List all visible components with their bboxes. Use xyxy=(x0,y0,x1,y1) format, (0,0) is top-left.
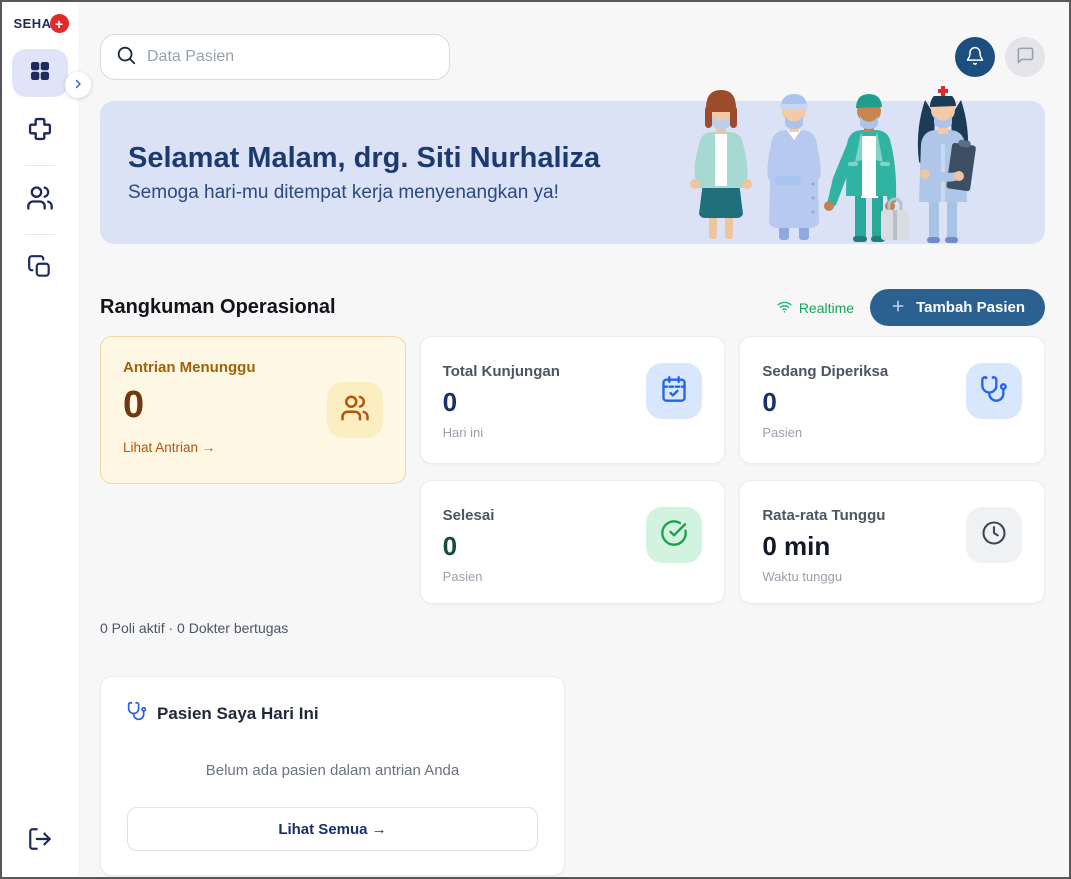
sidebar-item-clinic[interactable] xyxy=(20,111,60,151)
sidebar-item-dashboard[interactable] xyxy=(12,49,68,97)
card-title: Rata-rata Tunggu xyxy=(762,507,886,524)
greeting-subtitle: Semoga hari-mu ditempat kerja menyenangk… xyxy=(128,181,559,203)
card-title: Selesai xyxy=(442,507,495,524)
medical-cross-icon xyxy=(26,115,54,148)
brand-logo: SEHA + xyxy=(13,14,69,33)
wait-icon-tile xyxy=(966,507,1023,563)
clock-icon xyxy=(980,519,1008,552)
card-title: Antrian Menunggu xyxy=(123,359,256,376)
search-input[interactable] xyxy=(147,48,435,66)
done-icon-tile xyxy=(646,507,703,563)
my-patients-card: Pasien Saya Hari Ini Belum ada pasien da… xyxy=(100,676,565,876)
topbar xyxy=(100,34,1045,80)
card-caption: Hari ini xyxy=(442,425,484,440)
realtime-label: Realtime xyxy=(798,299,855,316)
notifications-button[interactable] xyxy=(955,37,995,77)
queue-icon-tile xyxy=(326,382,383,438)
section-header: Rangkuman Operasional Realtime xyxy=(100,289,1045,326)
empty-state-message: Belum ada pasien dalam antrian Anda xyxy=(205,762,460,779)
topbar-actions xyxy=(955,37,1045,77)
plus-icon xyxy=(890,298,906,318)
card-title: Total Kunjungan xyxy=(442,363,560,380)
sidebar-expand-button[interactable] xyxy=(65,72,91,98)
card-total-kunjungan: Total Kunjungan 0 Hari ini xyxy=(419,336,726,464)
users-icon xyxy=(26,184,54,217)
stats-grid: Antrian Menunggu 0 Lihat Antrian → xyxy=(100,336,1046,604)
exam-icon-tile xyxy=(966,363,1023,419)
card-value: 0 xyxy=(442,387,458,417)
card-value: 0 xyxy=(123,384,145,426)
stethoscope-icon xyxy=(980,375,1008,408)
sidebar-divider xyxy=(25,165,55,166)
card-value: 0 xyxy=(762,387,777,417)
main-content: Selamat Malam, drg. Siti Nurhaliza Semog… xyxy=(78,2,1069,877)
card-caption: Pasien xyxy=(442,569,483,584)
card-value: 0 min xyxy=(762,531,831,561)
search-bar xyxy=(100,34,450,80)
visits-icon-tile xyxy=(646,363,703,419)
people-icon xyxy=(340,393,370,428)
section-title: Rangkuman Operasional xyxy=(100,296,336,318)
lihat-antrian-link[interactable]: Lihat Antrian → xyxy=(123,440,216,455)
check-circle-icon xyxy=(660,519,688,552)
calendar-check-icon xyxy=(660,375,688,408)
chat-icon xyxy=(1016,46,1035,68)
card-selesai: Selesai 0 Pasien xyxy=(419,480,726,604)
sidebar-item-records[interactable] xyxy=(20,249,60,289)
logout-icon xyxy=(27,826,53,857)
card-antrian-menunggu: Antrian Menunggu 0 Lihat Antrian → xyxy=(100,336,406,484)
stethoscope-icon xyxy=(127,701,147,726)
view-all-button[interactable]: Lihat Semua → xyxy=(127,807,538,851)
chat-button[interactable] xyxy=(1005,37,1045,77)
sidebar: SEHA + xyxy=(2,2,91,877)
add-patient-button[interactable]: Tambah Pasien xyxy=(870,289,1045,326)
card-value: 0 xyxy=(442,531,458,561)
view-all-label: Lihat Semua → xyxy=(278,820,387,838)
bell-icon xyxy=(965,46,985,69)
card-sedang-diperiksa: Sedang Diperiksa 0 Pasien xyxy=(739,336,1046,464)
realtime-indicator: Realtime xyxy=(776,298,854,318)
greeting-title: Selamat Malam, drg. Siti Nurhaliza xyxy=(128,141,601,174)
medical-plus-icon: + xyxy=(49,14,69,33)
grid-icon xyxy=(28,59,52,88)
copy-icon xyxy=(27,254,53,285)
card-rata-rata-tunggu: Rata-rata Tunggu 0 min Waktu tunggu xyxy=(739,480,1046,604)
my-patients-title: Pasien Saya Hari Ini xyxy=(157,703,319,723)
wifi-icon xyxy=(776,298,793,318)
card-caption: Waktu tunggu xyxy=(762,569,843,584)
brand-name: SEHA xyxy=(13,16,52,31)
logout-button[interactable] xyxy=(20,821,60,861)
add-patient-label: Tambah Pasien xyxy=(916,299,1025,316)
card-title: Sedang Diperiksa xyxy=(762,363,889,380)
clinic-status-line: 0 Poli aktif · 0 Dokter bertugas xyxy=(100,620,289,636)
sidebar-divider xyxy=(25,234,55,235)
chevron-right-icon xyxy=(72,78,84,93)
greeting-banner: Selamat Malam, drg. Siti Nurhaliza Semog… xyxy=(100,84,1045,244)
sidebar-item-patients[interactable] xyxy=(20,180,60,220)
search-icon xyxy=(115,44,137,71)
card-caption: Pasien xyxy=(762,425,803,440)
